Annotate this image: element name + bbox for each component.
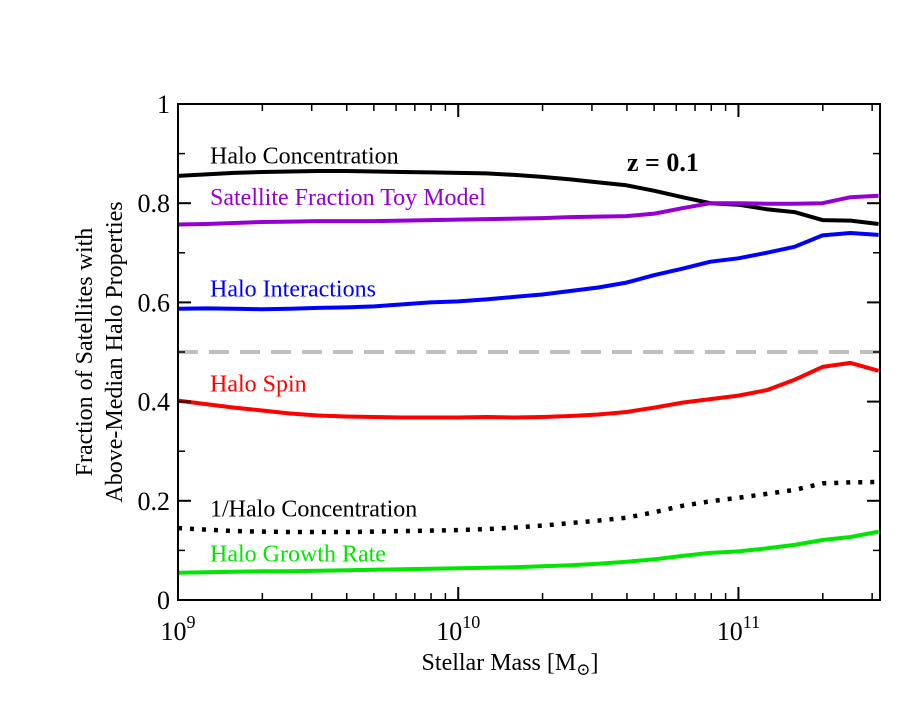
x-tick-label-0: 109	[161, 612, 196, 646]
x-axis-label: Stellar Mass [M⊙]	[422, 650, 599, 679]
x-axis-label-suffix: ]	[590, 650, 598, 676]
y-axis-label: Fraction of Satellites with Above-Median…	[72, 201, 128, 502]
series-label-5: Halo Growth Rate	[210, 541, 386, 567]
series-line-0	[177, 169, 879, 226]
y-tick-label-5: 1	[157, 90, 170, 119]
x-axis-label-main: Stellar Mass [M	[422, 650, 577, 676]
series-line-3	[177, 360, 880, 420]
series-line-4	[177, 479, 879, 535]
x-tick-label-1: 1010	[436, 612, 480, 646]
series-label-3: Halo Spin	[210, 372, 307, 398]
series-layer: Halo Concentration Satellite Fraction Toy…	[177, 144, 880, 575]
annotation-redshift: z = 0.1	[627, 148, 699, 177]
y-axis-label-line1: Fraction of Satellites with	[72, 228, 98, 477]
series-line-2	[177, 231, 879, 312]
series-line-5	[177, 529, 879, 575]
y-tick-label-4: 0.8	[138, 189, 171, 218]
series-label-4: 1/Halo Concentration	[210, 497, 417, 523]
y-tick-label-0: 0	[157, 586, 170, 615]
series-label-0: Halo Concentration	[210, 144, 399, 170]
series-label-2: Halo Interactions	[210, 276, 376, 302]
axes-layer: 109 1010 1011 0 0.2 0.4 0.6 0.8 1	[138, 90, 881, 646]
y-tick-label-3: 0.6	[138, 288, 171, 317]
x-axis-label-symbol: ⊙	[576, 660, 590, 679]
series-label-1: Satellite Fraction Toy Model	[210, 185, 486, 211]
y-axis-label-line2: Above-Median Halo Properties	[102, 201, 128, 502]
x-tick-label-2: 1011	[717, 612, 760, 646]
y-tick-label-2: 0.4	[138, 388, 171, 417]
y-tick-label-1: 0.2	[138, 487, 171, 516]
series-line-1	[177, 193, 879, 227]
